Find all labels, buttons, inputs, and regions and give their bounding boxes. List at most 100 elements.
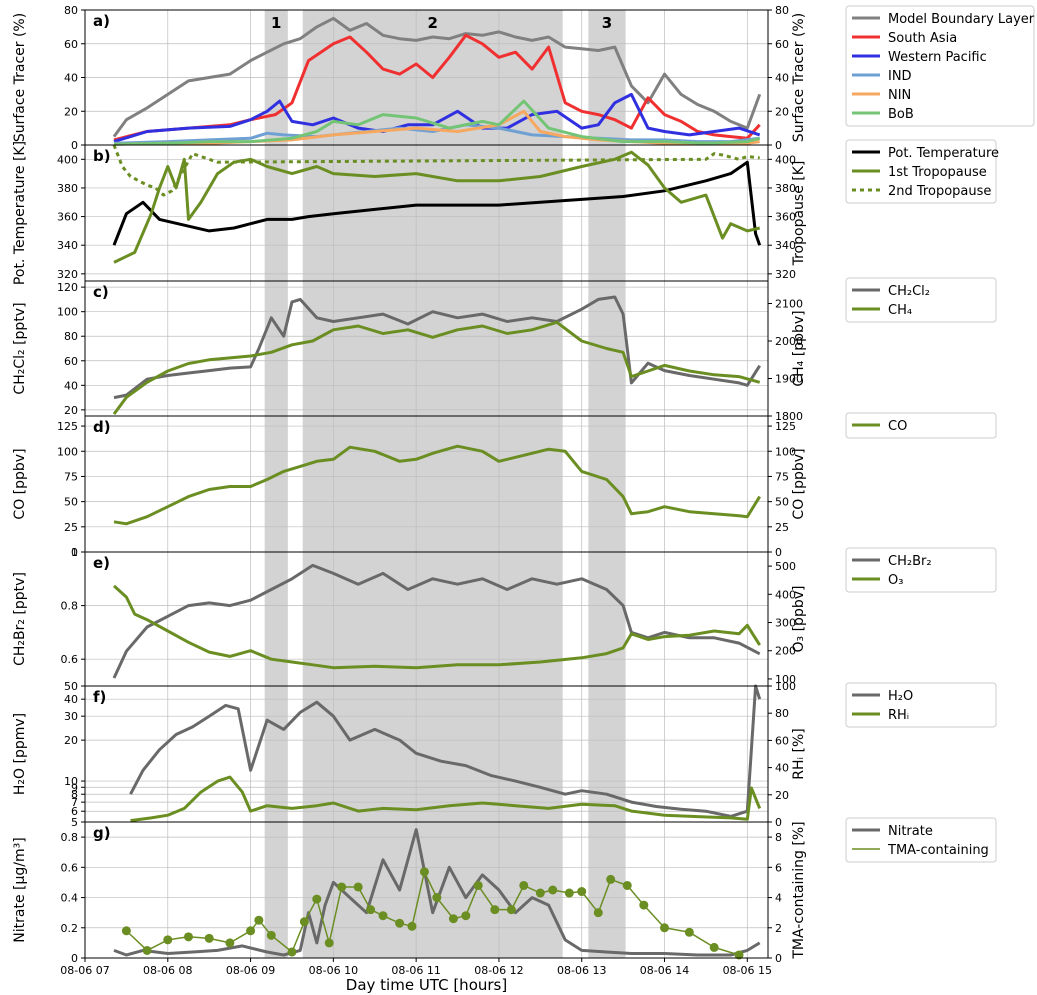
series-point bbox=[246, 926, 256, 936]
y-right-tick-label: 60 bbox=[775, 734, 789, 747]
y-tick-label: 0.8 bbox=[61, 600, 79, 613]
legend-box bbox=[845, 682, 997, 728]
y-tick-label: 25 bbox=[64, 521, 78, 534]
y-tick-label: 7 bbox=[71, 796, 78, 809]
series-point bbox=[506, 905, 516, 915]
legend-entry: Nitrate bbox=[888, 824, 933, 839]
y-right-tick-label: 75 bbox=[775, 470, 789, 483]
x-axis-label: Day time UTC [hours] bbox=[346, 976, 507, 994]
panel-e: 0.6 0.8 1 100 200 300 400 500 e) CH₂Br₂ [pptv] O₃ … bbox=[12, 546, 807, 687]
y-axis-label-right: Surface Tracer (%) bbox=[791, 13, 807, 142]
series-point bbox=[312, 894, 322, 904]
y-axis-label-right: Tropopause [K] bbox=[791, 161, 807, 267]
shaded-region-3 bbox=[588, 10, 626, 958]
y-right-tick-label: 1800 bbox=[775, 410, 803, 423]
y-tick-label: 40 bbox=[64, 379, 78, 392]
legend-entry: 1st Tropopause bbox=[888, 165, 987, 180]
panel-label: b) bbox=[93, 147, 111, 165]
y-right-tick-label: 40 bbox=[775, 72, 789, 85]
y-axis-label-left: CO [ppbv] bbox=[12, 448, 28, 519]
shaded-region-1 bbox=[264, 10, 288, 958]
legend-box bbox=[845, 139, 997, 204]
series-point bbox=[548, 885, 558, 895]
series-line-6-0 bbox=[113, 828, 761, 957]
series-point bbox=[639, 900, 649, 910]
x-tick-label: 08-06 15 bbox=[723, 964, 772, 977]
y-right-tick-label: 200 bbox=[775, 645, 796, 658]
series-line-5-1 bbox=[130, 775, 762, 823]
y-right-tick-label: 25 bbox=[775, 521, 789, 534]
legend-e: CH₂Br₂ O₃ bbox=[845, 547, 997, 593]
series-point bbox=[266, 930, 276, 940]
panel-label: a) bbox=[93, 12, 110, 30]
x-tick-label: 08-06 08 bbox=[143, 964, 192, 977]
panel-label: f) bbox=[93, 688, 106, 706]
y-tick-label: 100 bbox=[57, 306, 78, 319]
x-tick-label: 08-06 12 bbox=[474, 964, 523, 977]
y-tick-label: 5 bbox=[71, 816, 78, 829]
y-tick-label: 75 bbox=[64, 470, 78, 483]
y-right-tick-label: 300 bbox=[775, 617, 796, 630]
series-point bbox=[337, 882, 347, 892]
y-tick-label: 20 bbox=[64, 105, 78, 118]
legend-entry: Pot. Temperature bbox=[888, 146, 999, 161]
legend-box bbox=[845, 547, 997, 593]
series-point bbox=[593, 908, 603, 918]
y-right-tick-label: 0 bbox=[775, 816, 782, 829]
legend-a: Model Boundary Layer South Asia Western Pa… bbox=[845, 5, 1035, 127]
legend-entry: South Asia bbox=[888, 31, 957, 46]
y-tick-label: 0 bbox=[71, 139, 78, 152]
series-point bbox=[407, 921, 417, 931]
y-right-tick-label: 0 bbox=[775, 952, 782, 965]
y-right-tick-label: 500 bbox=[775, 560, 796, 573]
series-point bbox=[519, 880, 529, 890]
y-tick-label: 10 bbox=[64, 775, 78, 788]
series-point bbox=[353, 882, 363, 892]
series-point bbox=[709, 942, 719, 952]
y-tick-label: 80 bbox=[64, 4, 78, 17]
y-tick-label: 30 bbox=[64, 710, 78, 723]
y-tick-label: 0 bbox=[71, 952, 78, 965]
series-point bbox=[490, 905, 500, 915]
series-line-5-0 bbox=[129, 684, 762, 818]
panel-label: d) bbox=[93, 418, 111, 436]
series-line-3-0 bbox=[113, 444, 761, 526]
legend-entry: 2nd Tropopause bbox=[888, 184, 991, 199]
legend-entry: TMA-containing bbox=[887, 843, 989, 858]
y-right-tick-label: 100 bbox=[775, 680, 796, 693]
y-right-tick-label: 4 bbox=[775, 892, 782, 905]
y-axis-label-left: H₂O [ppmv] bbox=[12, 713, 28, 795]
y-right-tick-label: 400 bbox=[775, 588, 796, 601]
y-tick-label: 400 bbox=[57, 153, 78, 166]
series-point bbox=[204, 933, 214, 943]
y-right-tick-label: 2000 bbox=[775, 335, 803, 348]
series-line-4-0 bbox=[112, 563, 761, 679]
series-line-0-5 bbox=[113, 99, 761, 146]
y-right-tick-label: 125 bbox=[775, 420, 796, 433]
panel-a: 0 20 40 60 80 0 20 40 60 80 a) Surface Tracer (%) Su… bbox=[12, 4, 807, 152]
shaded-region-label-3: 3 bbox=[602, 14, 612, 32]
y-tick-label: 8 bbox=[71, 788, 78, 801]
y-axis-label-right: CO [ppbv] bbox=[791, 448, 807, 519]
series-line-2-0 bbox=[113, 295, 761, 400]
panel-g: 0 0.2 0.4 0.6 0.8 0 2 4 6 8 g) Nitrate [μg/m³] TMA-c… bbox=[12, 821, 807, 965]
y-tick-label: 125 bbox=[57, 420, 78, 433]
y-tick-label: 40 bbox=[64, 693, 78, 706]
y-right-tick-label: 320 bbox=[775, 268, 796, 281]
legend-entry: CH₂Cl₂ bbox=[888, 284, 930, 299]
series-line-0-2 bbox=[113, 92, 761, 144]
y-axis-label-left: CH₂Br₂ [pptv] bbox=[12, 572, 28, 666]
y-axis-label-left: Pot. Temperature [K] bbox=[12, 141, 28, 285]
shaded-region-2 bbox=[302, 10, 563, 958]
panel-label: g) bbox=[93, 824, 111, 842]
y-right-tick-label: 0 bbox=[775, 546, 782, 559]
y-tick-label: 380 bbox=[57, 182, 78, 195]
series-line-2-1 bbox=[112, 320, 761, 415]
panel-label: c) bbox=[93, 283, 109, 301]
y-tick-label: 50 bbox=[64, 680, 78, 693]
series-point bbox=[564, 888, 574, 898]
series-point bbox=[473, 880, 483, 890]
series-line-4-1 bbox=[112, 584, 761, 670]
series-point bbox=[287, 947, 297, 957]
y-axis-label-right: O₃ [ppbv] bbox=[791, 586, 807, 653]
